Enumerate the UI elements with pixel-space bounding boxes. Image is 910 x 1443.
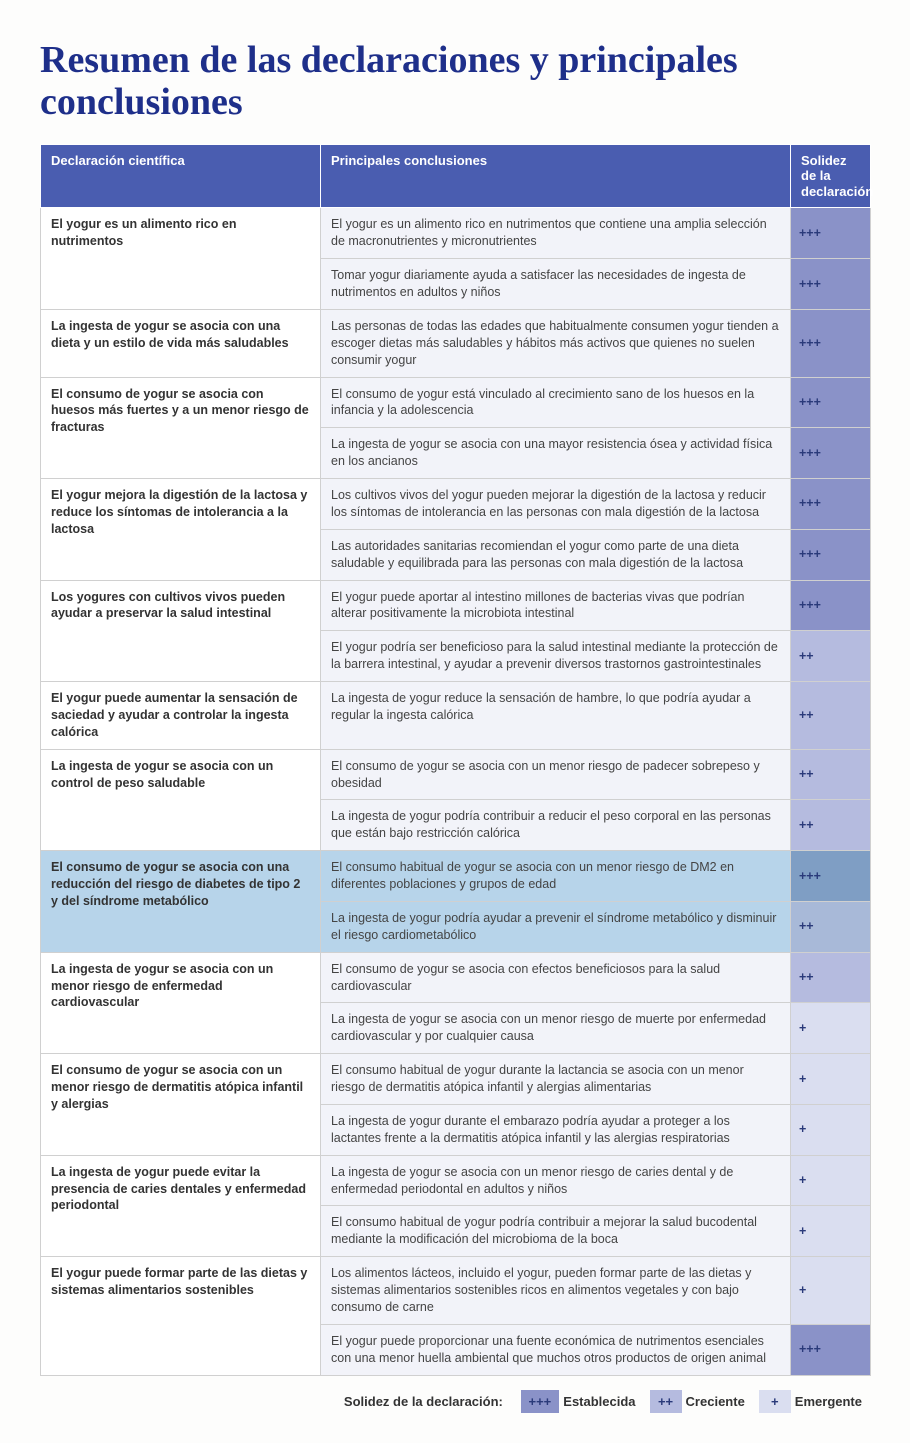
legend-text: Emergente [795,1394,862,1409]
conclusion-cell: El consumo de yogur se asocia con un men… [321,749,791,800]
conclusion-cell: El consumo de yogur está vinculado al cr… [321,377,791,428]
strength-cell: +++ [791,479,871,530]
legend-text: Creciente [686,1394,745,1409]
table-row: El yogur puede formar parte de las dieta… [41,1257,871,1325]
conclusion-cell: El yogur puede proporcionar una fuente e… [321,1324,791,1375]
conclusion-cell: La ingesta de yogur durante el embarazo … [321,1104,791,1155]
strength-cell: ++ [791,901,871,952]
conclusion-cell: Tomar yogur diariamente ayuda a satisfac… [321,259,791,310]
table-row: El yogur es un alimento rico en nutrimen… [41,208,871,259]
page-title: Resumen de las declaraciones y principal… [40,40,870,124]
strength-cell: + [791,1155,871,1206]
declaration-cell: La ingesta de yogur se asocia con un con… [41,749,321,851]
header-declaration: Declaración científica [41,144,321,208]
strength-cell: + [791,1054,871,1105]
table-row: Los yogures con cultivos vivos pueden ay… [41,580,871,631]
conclusion-cell: Los cultivos vivos del yogur pueden mejo… [321,479,791,530]
declaration-cell: La ingesta de yogur se asocia con un men… [41,952,321,1054]
strength-cell: +++ [791,259,871,310]
conclusion-cell: El yogur podría ser beneficioso para la … [321,631,791,682]
conclusion-cell: El yogur es un alimento rico en nutrimen… [321,208,791,259]
conclusion-cell: La ingesta de yogur podría contribuir a … [321,800,791,851]
conclusion-cell: El consumo habitual de yogur se asocia c… [321,851,791,902]
conclusion-cell: Los alimentos lácteos, incluido el yogur… [321,1257,791,1325]
declaration-cell: El consumo de yogur se asocia con huesos… [41,377,321,479]
table-row: La ingesta de yogur se asocia con un con… [41,749,871,800]
conclusion-cell: El yogur puede aportar al intestino mill… [321,580,791,631]
table-row: La ingesta de yogur puede evitar la pres… [41,1155,871,1206]
strength-cell: ++ [791,682,871,750]
conclusion-cell: La ingesta de yogur podría ayudar a prev… [321,901,791,952]
header-conclusions: Principales conclusiones [321,144,791,208]
declaration-cell: El consumo de yogur se asocia con un men… [41,1054,321,1156]
strength-cell: +++ [791,580,871,631]
declaration-cell: La ingesta de yogur puede evitar la pres… [41,1155,321,1257]
legend-text: Establecida [563,1394,635,1409]
declaration-cell: Los yogures con cultivos vivos pueden ay… [41,580,321,682]
strength-cell: +++ [791,428,871,479]
table-row: La ingesta de yogur se asocia con un men… [41,952,871,1003]
table-row: El yogur puede aumentar la sensación de … [41,682,871,750]
conclusion-cell: La ingesta de yogur se asocia con un men… [321,1155,791,1206]
declaration-cell: El yogur puede aumentar la sensación de … [41,682,321,750]
strength-cell: +++ [791,529,871,580]
conclusion-cell: Las personas de todas las edades que hab… [321,309,791,377]
legend-swatch: +++ [521,1390,560,1413]
strength-cell: ++ [791,749,871,800]
table-row: El consumo de yogur se asocia con huesos… [41,377,871,428]
conclusion-cell: El consumo habitual de yogur durante la … [321,1054,791,1105]
table-row: El consumo de yogur se asocia con una re… [41,851,871,902]
legend-label: Solidez de la declaración: [344,1394,503,1409]
declaration-cell: El yogur es un alimento rico en nutrimen… [41,208,321,310]
conclusion-cell: La ingesta de yogur se asocia con una ma… [321,428,791,479]
strength-cell: + [791,1206,871,1257]
table-row: La ingesta de yogur se asocia con una di… [41,309,871,377]
strength-cell: +++ [791,208,871,259]
declaration-cell: El yogur puede formar parte de las dieta… [41,1257,321,1375]
strength-cell: ++ [791,800,871,851]
strength-cell: +++ [791,851,871,902]
strength-cell: ++ [791,631,871,682]
strength-cell: + [791,1003,871,1054]
conclusion-cell: El consumo de yogur se asocia con efecto… [321,952,791,1003]
strength-cell: +++ [791,309,871,377]
declaration-cell: La ingesta de yogur se asocia con una di… [41,309,321,377]
strength-cell: + [791,1257,871,1325]
conclusion-cell: La ingesta de yogur reduce la sensación … [321,682,791,750]
strength-cell: + [791,1104,871,1155]
conclusion-cell: La ingesta de yogur se asocia con un men… [321,1003,791,1054]
legend: Solidez de la declaración: +++Establecid… [40,1390,870,1413]
declaration-cell: El yogur mejora la digestión de la lacto… [41,479,321,581]
legend-swatch: + [759,1390,791,1413]
strength-cell: ++ [791,952,871,1003]
header-strength: Solidez de la declaración [791,144,871,208]
table-row: El yogur mejora la digestión de la lacto… [41,479,871,530]
table-row: El consumo de yogur se asocia con un men… [41,1054,871,1105]
conclusion-cell: El consumo habitual de yogur podría cont… [321,1206,791,1257]
legend-swatch: ++ [650,1390,682,1413]
strength-cell: +++ [791,377,871,428]
conclusion-cell: Las autoridades sanitarias recomiendan e… [321,529,791,580]
summary-table: Declaración científica Principales concl… [40,144,871,1376]
declaration-cell: El consumo de yogur se asocia con una re… [41,851,321,953]
strength-cell: +++ [791,1324,871,1375]
